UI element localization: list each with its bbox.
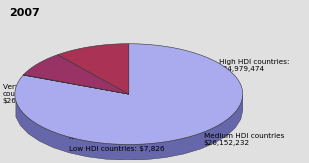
Text: Low HDI countries: $7,826: Low HDI countries: $7,826: [69, 131, 164, 152]
Text: 2007: 2007: [9, 7, 40, 17]
PathPatch shape: [23, 55, 129, 94]
PathPatch shape: [23, 75, 129, 94]
PathPatch shape: [15, 44, 243, 144]
PathPatch shape: [23, 75, 129, 94]
Text: Medium HDI countries
$26,152,232: Medium HDI countries $26,152,232: [204, 133, 284, 146]
Text: Very High HDI
countries:
$264,695,180: Very High HDI countries: $264,695,180: [3, 84, 53, 104]
Text: Not HDI-ranked: $326,623: Not HDI-ranked: $326,623: [69, 127, 164, 140]
Polygon shape: [16, 95, 243, 160]
PathPatch shape: [58, 44, 129, 94]
Text: High HDI countries:
$34,979,474: High HDI countries: $34,979,474: [219, 59, 289, 72]
